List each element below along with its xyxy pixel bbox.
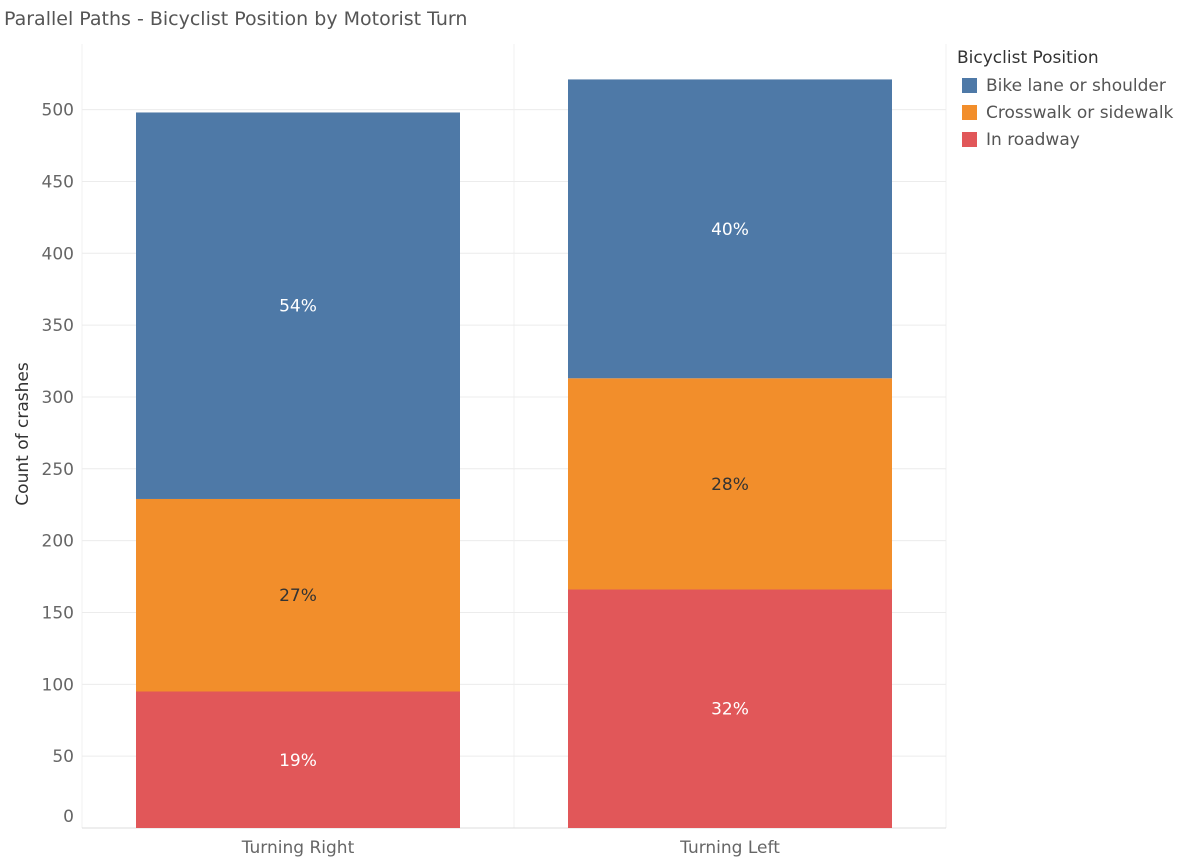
x-tick-label: Turning Right xyxy=(241,838,355,858)
x-tick-label: Turning Left xyxy=(679,838,780,858)
legend: Bicyclist Position Bike lane or shoulder… xyxy=(957,48,1173,153)
legend-label: Bike lane or shoulder xyxy=(986,75,1166,96)
bar-segment[interactable] xyxy=(136,112,460,499)
y-tick-label: 0 xyxy=(63,807,74,827)
data-labels: 19% 27% 54% 32% 28% 40% xyxy=(279,220,749,771)
data-label: 40% xyxy=(711,220,749,240)
y-axis-ticks: 0 50 100 150 200 250 300 350 400 450 500 xyxy=(42,101,74,827)
data-label: 27% xyxy=(279,586,317,606)
bar-segment[interactable] xyxy=(136,691,460,828)
legend-item-bike-lane[interactable]: Bike lane or shoulder xyxy=(957,72,1173,99)
data-label: 28% xyxy=(711,475,749,495)
y-tick-label: 400 xyxy=(42,244,74,264)
bar-segment[interactable] xyxy=(568,79,892,379)
y-tick-label: 50 xyxy=(52,747,74,767)
legend-swatch xyxy=(962,132,977,147)
x-axis-ticks: Turning Right Turning Left xyxy=(241,838,780,858)
y-tick-label: 150 xyxy=(42,603,74,623)
legend-swatch xyxy=(962,78,977,93)
legend-item-crosswalk[interactable]: Crosswalk or sidewalk xyxy=(957,99,1173,126)
y-tick-label: 100 xyxy=(42,675,74,695)
bar-segment[interactable] xyxy=(568,378,892,590)
legend-item-in-roadway[interactable]: In roadway xyxy=(957,126,1173,153)
bar-segment[interactable] xyxy=(568,589,892,828)
legend-title: Bicyclist Position xyxy=(957,48,1099,68)
y-tick-label: 300 xyxy=(42,388,74,408)
data-label: 19% xyxy=(279,751,317,771)
y-tick-label: 250 xyxy=(42,460,74,480)
y-axis-label: Count of crashes xyxy=(13,362,33,506)
y-tick-label: 350 xyxy=(42,316,74,336)
data-label: 54% xyxy=(279,297,317,317)
bars xyxy=(136,79,892,828)
chart-title: Parallel Paths - Bicyclist Position by M… xyxy=(4,8,468,30)
y-tick-label: 200 xyxy=(42,532,74,552)
data-label: 32% xyxy=(711,700,749,720)
y-tick-label: 450 xyxy=(42,172,74,192)
legend-swatch xyxy=(962,105,977,120)
legend-label: In roadway xyxy=(986,129,1080,150)
bar-segment[interactable] xyxy=(136,498,460,692)
legend-label: Crosswalk or sidewalk xyxy=(986,102,1174,123)
y-tick-label: 500 xyxy=(42,101,74,121)
